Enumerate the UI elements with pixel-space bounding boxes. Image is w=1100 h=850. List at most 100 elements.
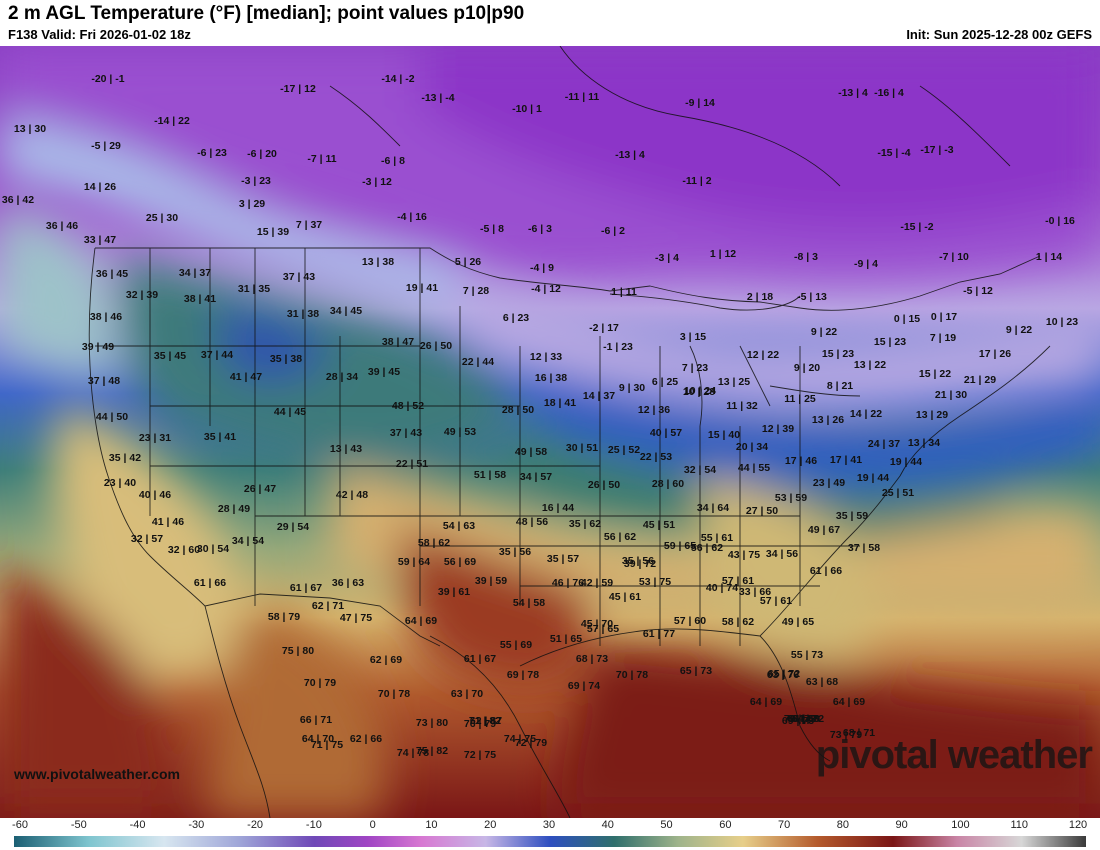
point-value-label: -10 | 1 xyxy=(512,103,542,115)
point-value-label: 34 | 64 xyxy=(697,502,729,514)
point-value-label: 65 | 72 xyxy=(768,668,800,680)
point-value-label: -17 | -3 xyxy=(920,144,953,156)
point-value-label: 0 | 17 xyxy=(931,311,957,323)
point-value-label: 15 | 22 xyxy=(919,368,951,380)
point-value-label: 49 | 58 xyxy=(515,446,547,458)
point-value-label: 35 | 45 xyxy=(154,350,186,362)
boundaries xyxy=(88,46,1051,818)
point-value-label: 10 | 28 xyxy=(683,386,715,398)
point-value-label: -20 | -1 xyxy=(91,73,124,85)
point-value-label: 13 | 43 xyxy=(330,443,362,455)
point-value-label: 7 | 19 xyxy=(930,332,956,344)
point-value-label: 61 | 77 xyxy=(643,628,675,640)
point-value-label: 37 | 58 xyxy=(848,542,880,554)
point-value-label: 10 | 24 xyxy=(684,385,716,397)
point-value-label: 32 | 57 xyxy=(131,533,163,545)
point-value-label: -5 | 29 xyxy=(91,140,121,152)
point-value-label: 22 | 53 xyxy=(640,451,672,463)
point-value-label: -15 | -2 xyxy=(900,221,933,233)
point-value-label: 6 | 25 xyxy=(652,376,678,388)
point-value-label: 23 | 40 xyxy=(104,477,136,489)
point-value-label: 25 | 52 xyxy=(608,444,640,456)
point-value-label: 43 | 75 xyxy=(728,549,760,561)
point-value-label: 21 | 29 xyxy=(964,374,996,386)
colorbar-tick-label: 30 xyxy=(542,819,556,831)
point-value-label: 26 | 50 xyxy=(588,479,620,491)
colorbar-tick-label: -30 xyxy=(188,819,205,831)
point-value-label: 64 | 69 xyxy=(405,615,437,627)
point-value-label: 23 | 49 xyxy=(813,477,845,489)
point-value-label: -16 | 4 xyxy=(874,87,904,99)
point-value-label: 15 | 23 xyxy=(874,336,906,348)
point-value-label: 64 | 69 xyxy=(750,696,782,708)
point-value-label: 44 | 45 xyxy=(274,406,306,418)
point-value-label: 36 | 46 xyxy=(46,220,78,232)
point-value-label: -14 | -2 xyxy=(381,73,414,85)
point-value-label: 49 | 65 xyxy=(782,616,814,628)
point-value-label: -14 | 22 xyxy=(154,115,190,127)
point-value-label: 39 | 61 xyxy=(438,586,470,598)
point-value-label: 58 | 62 xyxy=(722,616,754,628)
point-value-label: 38 | 47 xyxy=(382,336,414,348)
point-value-label: 44 | 55 xyxy=(738,462,770,474)
point-value-label: 5 | 26 xyxy=(455,256,481,268)
temperature-map: -20 | -1 -17 | 12 -14 | -2 -13 | -4 13 | 30 -… xyxy=(0,46,1100,818)
point-value-label: 70 | 78 xyxy=(378,688,410,700)
point-value-label: -9 | 14 xyxy=(685,97,715,109)
point-value-label: 9 | 22 xyxy=(811,326,837,338)
point-value-label: 1 | 12 xyxy=(710,248,736,260)
point-value-label: 38 | 41 xyxy=(184,293,216,305)
point-value-label: -3 | 23 xyxy=(241,175,271,187)
point-value-label: 53 | 75 xyxy=(639,576,671,588)
point-value-label: 45 | 61 xyxy=(609,591,641,603)
point-value-label: 64 | 72 xyxy=(792,713,824,725)
colorbar-ticks: -60 -50 -40 -30 -20 -10 0 10 20 30 40 50 60 70 80 90 100… xyxy=(0,818,1100,834)
brand-watermark: pivotal weather xyxy=(815,733,1093,777)
point-values: -20 | -1 -17 | 12 -14 | -2 -13 | -4 13 | 30 -… xyxy=(2,73,1078,761)
point-value-label: 32 | 60 xyxy=(168,544,200,556)
point-value-label: 49 | 53 xyxy=(444,426,476,438)
point-value-label: 12 | 33 xyxy=(530,351,562,363)
point-value-label: 17 | 41 xyxy=(830,454,862,466)
point-value-label: 13 | 38 xyxy=(362,256,394,268)
point-value-label: 44 | 50 xyxy=(96,411,128,423)
colorbar-tick-label: 90 xyxy=(895,819,908,831)
point-value-label: 0 | 15 xyxy=(894,313,920,325)
point-value-label: 8 | 21 xyxy=(827,380,853,392)
point-value-label: 69 | 74 xyxy=(568,680,600,692)
point-value-label: 55 | 73 xyxy=(791,649,823,661)
point-value-label: 16 | 38 xyxy=(535,372,567,384)
point-value-label: 55 | 61 xyxy=(701,532,733,544)
point-value-label: 74 | 75 xyxy=(504,733,536,745)
point-value-label: 39 | 59 xyxy=(475,575,507,587)
point-value-label: 17 | 46 xyxy=(785,455,817,467)
point-value-label: 62 | 66 xyxy=(350,733,382,745)
point-value-label: 34 | 57 xyxy=(520,471,552,483)
colorbar-tick-label: -10 xyxy=(305,819,322,831)
point-value-label: 22 | 44 xyxy=(462,356,494,368)
point-value-label: 33 | 47 xyxy=(84,234,116,246)
point-value-label: 75 | 82 xyxy=(416,745,448,757)
point-value-label: -6 | 23 xyxy=(197,147,227,159)
point-value-label: 3 | 29 xyxy=(239,198,265,210)
point-value-label: 32 | 54 xyxy=(684,464,716,476)
point-value-label: 35 | 62 xyxy=(569,518,601,530)
point-value-label: 37 | 48 xyxy=(88,375,120,387)
point-value-label: 7 | 23 xyxy=(682,362,708,374)
point-value-label: 12 | 36 xyxy=(638,404,670,416)
point-value-label: -11 | 2 xyxy=(682,175,711,187)
point-value-label: 7 | 37 xyxy=(296,219,322,231)
point-value-label: -17 | 12 xyxy=(280,83,316,95)
point-value-label: 71 | 75 xyxy=(311,739,343,751)
point-value-label: 63 | 70 xyxy=(451,688,483,700)
point-value-label: 31 | 35 xyxy=(238,283,270,295)
point-value-label: 28 | 60 xyxy=(652,478,684,490)
website-label[interactable]: www.pivotalweather.com xyxy=(14,766,180,782)
point-value-label: 1 | 11 xyxy=(611,286,637,298)
point-value-label: -6 | 3 xyxy=(528,223,552,235)
point-value-label: 63 | 68 xyxy=(806,676,838,688)
point-value-label: 30 | 54 xyxy=(197,543,229,555)
colorbar-tick-label: 60 xyxy=(719,819,732,831)
point-value-label: 55 | 69 xyxy=(500,639,532,651)
colorbar-gradient xyxy=(14,836,1086,847)
